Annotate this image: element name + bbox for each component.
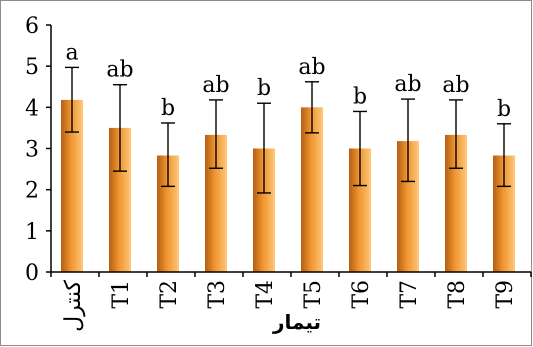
x-tick-label: T8 [445,280,470,309]
x-tick-labels: کنترل T1 T2 T3 T4 T5 T6 T7 T8 T9 [61,279,518,331]
significance-letter: ab [442,73,469,98]
x-tick-label: T1 [109,280,134,309]
y-tick-label: 0 [25,261,39,286]
x-tick-label: T4 [253,280,278,309]
significance-letter: b [161,96,175,121]
x-tick-label: T7 [397,280,422,309]
x-tick-label: T2 [157,280,182,309]
bars-layer [61,99,515,273]
bar [301,107,323,272]
x-tick-label: T6 [349,280,374,309]
y-tick-label: 6 [25,14,39,39]
y-tick-label: 2 [25,179,39,204]
x-tick-label: کنترل [61,279,86,331]
significance-letter: ab [394,72,421,97]
significance-letter: a [65,40,78,65]
bar [493,155,515,272]
significance-letter: b [497,97,511,122]
bar [349,148,371,272]
axes-layer [46,24,532,277]
error-bars-layer [65,66,511,194]
significance-letter: b [257,76,271,101]
x-tick-label: T5 [301,280,326,309]
significance-letter: b [353,84,367,109]
x-tick-label: T9 [493,280,518,309]
bar [253,148,275,272]
y-tick-label: 5 [25,55,39,80]
bar [157,155,179,272]
significance-letter: ab [106,58,133,83]
bar [205,134,227,272]
y-tick-label: 4 [25,96,39,121]
bar [109,127,131,273]
x-tick-label: T3 [205,280,230,309]
y-tick-labels: 0 1 2 3 4 5 6 [25,14,39,286]
significance-letter: ab [202,73,229,98]
bar [61,99,83,272]
y-tick-label: 1 [25,220,39,245]
x-axis-label: تیمار [272,310,321,334]
y-tick-label: 3 [25,138,39,163]
bar [445,134,467,272]
significance-letter: ab [298,55,325,80]
bar [397,141,419,272]
